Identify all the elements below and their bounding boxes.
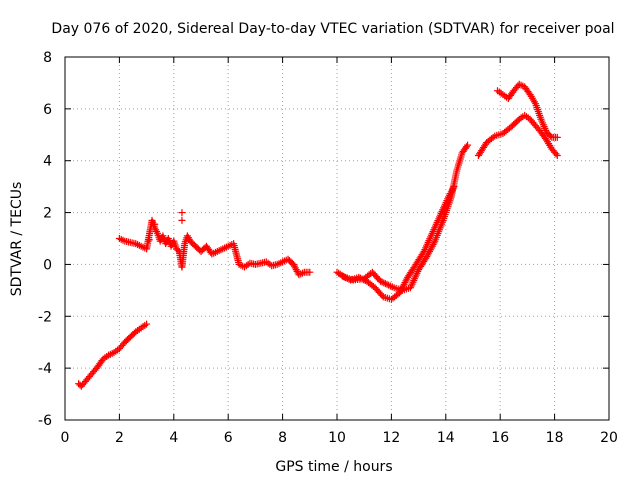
data-point	[378, 278, 386, 286]
x-tick-label: 14	[437, 430, 455, 446]
y-tick-label: 6	[43, 102, 52, 118]
data-point	[119, 236, 127, 244]
axis-ticks	[64, 56, 610, 421]
y-tick-label: 0	[43, 257, 52, 273]
series-segment-morning	[115, 216, 314, 279]
y-tick-label: 4	[43, 154, 52, 170]
data-point	[358, 275, 366, 283]
x-tick-label: 20	[600, 430, 618, 446]
x-tick-label: 8	[278, 430, 287, 446]
x-tick-label: 4	[169, 430, 178, 446]
data-point	[153, 228, 161, 236]
grid-lines	[65, 57, 609, 420]
y-tick-label: 8	[43, 50, 52, 66]
data-point	[340, 273, 348, 281]
data-point	[489, 133, 497, 141]
data-point	[462, 143, 470, 151]
data-point	[299, 269, 307, 277]
data-point	[383, 280, 391, 288]
data-point	[464, 141, 472, 149]
x-tick-labels: 0 2 4 6 8 10 12 14 16 18 20	[61, 430, 618, 446]
data-point	[553, 152, 561, 160]
x-tick-label: 0	[61, 430, 70, 446]
data-point	[547, 132, 555, 140]
data-point	[178, 216, 186, 224]
x-tick-label: 6	[224, 430, 233, 446]
series-segment-evening-upper	[338, 183, 458, 303]
data-point	[342, 274, 350, 282]
data-point	[553, 133, 561, 141]
series-segment-early	[75, 320, 151, 390]
series-segment-night-lower	[474, 111, 561, 160]
data-point	[355, 273, 363, 281]
x-axis-title: GPS time / hours	[275, 459, 392, 475]
data-point	[552, 150, 560, 158]
data-point	[381, 280, 389, 288]
data-point	[356, 274, 364, 282]
y-tick-label: -6	[38, 413, 52, 429]
data-point	[338, 272, 346, 280]
chart-title: Day 076 of 2020, Sidereal Day-to-day VTE…	[51, 21, 614, 37]
data-points	[75, 80, 561, 390]
data-point	[178, 263, 186, 271]
data-point	[174, 246, 182, 254]
y-axis-title: SDTVAR / TECUs	[9, 182, 25, 297]
series-outliers	[145, 209, 186, 271]
data-point	[380, 279, 388, 287]
data-point	[430, 239, 438, 247]
data-point	[360, 276, 368, 284]
data-point	[449, 184, 457, 192]
y-tick-label: -2	[38, 309, 52, 325]
data-point	[306, 268, 314, 276]
data-point	[151, 220, 159, 228]
x-tick-label: 12	[382, 430, 400, 446]
y-tick-labels: -6 -4 -2 0 2 4 6 8	[38, 50, 52, 429]
series-segment-night-upper	[493, 80, 561, 141]
x-tick-label: 16	[491, 430, 509, 446]
data-point	[143, 320, 151, 328]
y-tick-label: -4	[38, 361, 52, 377]
y-tick-label: 2	[43, 206, 52, 222]
data-point	[178, 209, 186, 217]
data-point	[377, 277, 385, 285]
data-point	[450, 183, 458, 191]
x-tick-label: 18	[546, 430, 564, 446]
x-tick-label: 2	[115, 430, 124, 446]
x-tick-label: 10	[328, 430, 346, 446]
data-point	[343, 274, 351, 282]
data-point	[145, 236, 153, 244]
series-segment-evening-lower	[333, 141, 472, 294]
